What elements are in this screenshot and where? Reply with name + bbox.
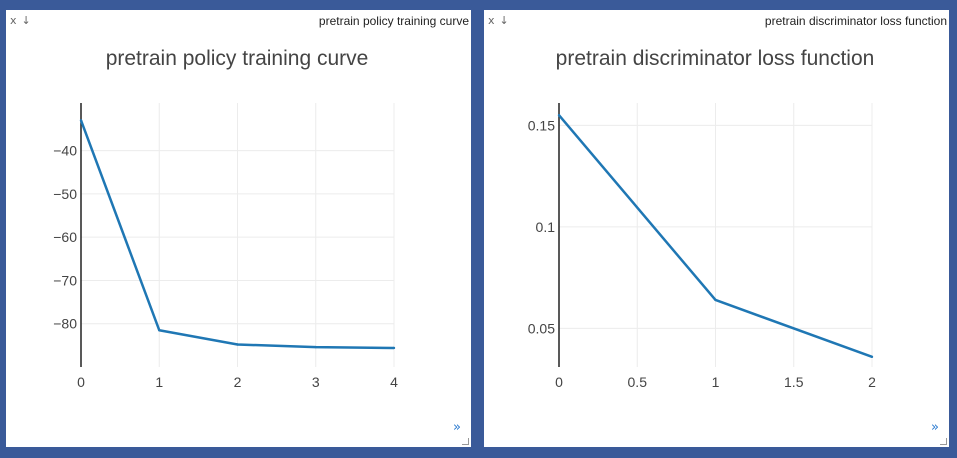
resize-handle[interactable] xyxy=(940,438,947,445)
data-point xyxy=(557,113,561,117)
x-tick-label: 1.5 xyxy=(784,374,804,390)
expand-icon[interactable]: » xyxy=(453,420,461,435)
download-icon[interactable]: ↓ xyxy=(21,14,33,27)
window-titlebar[interactable]: x ↓ pretrain discriminator loss function xyxy=(484,10,949,32)
x-tick-label: 1 xyxy=(712,374,720,390)
data-point xyxy=(236,343,239,346)
close-icon[interactable]: x xyxy=(488,14,497,27)
data-point xyxy=(714,298,717,302)
discriminator-loss-chart: pretrain discriminator loss function 0 0.5… xyxy=(528,47,876,390)
x-tick-label: 3 xyxy=(312,374,320,390)
x-tick-label: 2 xyxy=(868,374,876,390)
y-tick-label: −60 xyxy=(53,229,77,245)
resize-handle[interactable] xyxy=(462,438,469,445)
y-tick-label: −70 xyxy=(53,272,77,288)
download-icon[interactable]: ↓ xyxy=(499,14,511,27)
chart-title: pretrain policy training curve xyxy=(106,47,369,70)
expand-icon[interactable]: » xyxy=(931,420,939,435)
data-point xyxy=(158,329,161,332)
x-tick-label: 2 xyxy=(234,374,242,390)
y-tick-label: 0.05 xyxy=(528,320,555,336)
data-point xyxy=(79,119,83,122)
window-titlebar[interactable]: x ↓ pretrain policy training curve xyxy=(6,10,471,32)
window-title: pretrain discriminator loss function xyxy=(764,14,947,28)
data-point xyxy=(392,346,396,350)
x-tick-label: 4 xyxy=(390,374,398,390)
y-tick-label: −40 xyxy=(53,143,77,159)
y-tick-label: 0.15 xyxy=(528,117,555,133)
y-tick-label: −80 xyxy=(53,316,77,332)
policy-training-chart: pretrain policy training curve 0 1 2 3 4 −40 −5… xyxy=(53,47,398,390)
close-icon[interactable]: x xyxy=(10,14,19,27)
data-point xyxy=(314,345,317,349)
x-tick-label: 0 xyxy=(77,374,85,390)
x-tick-label: 0.5 xyxy=(628,374,648,390)
chart-title: pretrain discriminator loss function xyxy=(556,47,875,70)
x-tick-label: 0 xyxy=(555,374,563,390)
window-controls: x ↓ xyxy=(488,14,514,27)
visdom-window-discriminator: x ↓ pretrain discriminator loss function … xyxy=(484,10,949,447)
y-tick-label: 0.1 xyxy=(536,219,556,235)
window-controls: x ↓ xyxy=(10,14,36,27)
x-tick-label: 1 xyxy=(155,374,163,390)
data-point xyxy=(870,355,874,359)
window-title: pretrain policy training curve xyxy=(318,14,469,28)
y-tick-label: −50 xyxy=(53,186,77,202)
visdom-window-policy: x ↓ pretrain policy training curve pretra… xyxy=(6,10,471,447)
